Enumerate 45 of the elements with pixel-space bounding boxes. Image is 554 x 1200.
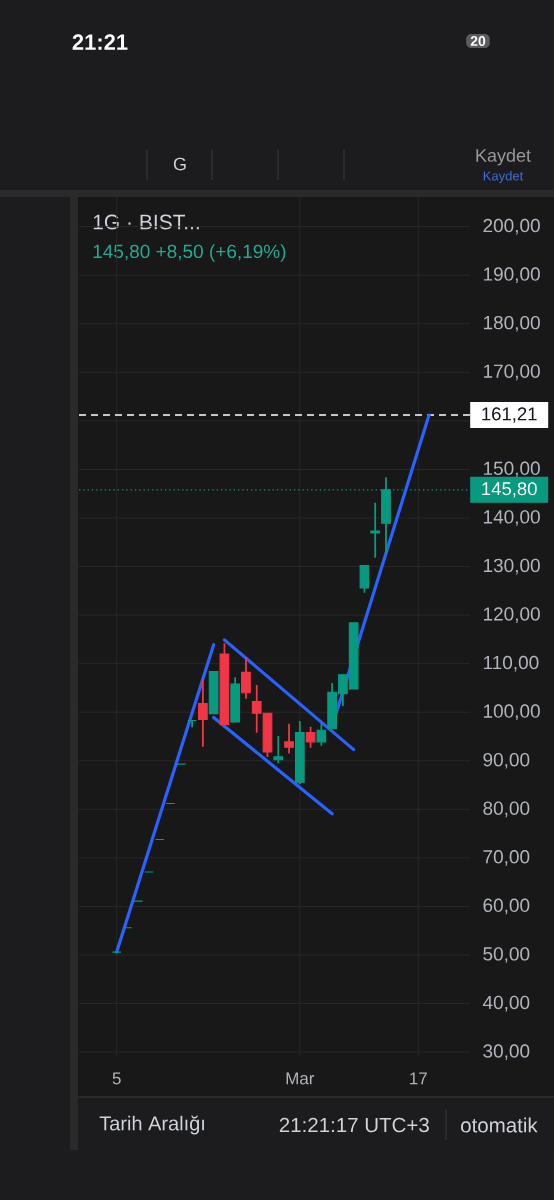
y-tick-label: 100,00 (483, 704, 540, 721)
y-tick-label: 40,00 (482, 995, 530, 1012)
candlestick (316, 723, 327, 746)
x-tick-label: 17 (410, 1072, 427, 1085)
y-tick-label: 70,00 (483, 850, 530, 866)
candlestick (359, 565, 370, 593)
candlestick (208, 670, 219, 715)
candlestick (230, 677, 241, 723)
y-tick-label: 170,00 (483, 364, 540, 381)
y-tick-label: 130,00 (483, 558, 540, 575)
x-tick-label: Mar (286, 1072, 315, 1085)
text: 145,80 +8,50 (+6,19%) (93, 244, 286, 262)
candlestick (273, 735, 284, 764)
text: 1G · BIST... (93, 214, 199, 230)
text: 21:21 (72, 34, 128, 50)
y-tick-label: 50,00 (483, 947, 530, 963)
text: Kaydet (483, 170, 524, 184)
ref-line-label: 161,21 (482, 407, 537, 423)
y-tick-label: 180,00 (483, 315, 540, 332)
y-tick-label: 150,00 (483, 461, 540, 478)
text: 21:21:17 UTC+3 (279, 1117, 429, 1133)
candlestick (284, 723, 294, 754)
ref-line-label: 145,80 (482, 482, 537, 498)
y-tick-label: 110,00 (483, 655, 539, 672)
text: otomatik (461, 1117, 538, 1133)
candlestick (305, 726, 316, 748)
candlestick (294, 720, 305, 785)
y-tick-label: 200,00 (483, 218, 540, 235)
y-tick-label: 120,00 (483, 607, 540, 623)
x-tick-label: 5 (112, 1072, 121, 1085)
text: 20 (470, 36, 486, 46)
text: Kaydet (476, 148, 531, 166)
candlestick (187, 719, 197, 728)
y-tick-label: 190,00 (483, 267, 540, 284)
y-tick-label: 80,00 (483, 801, 530, 818)
y-tick-label: 30,00 (483, 1044, 530, 1060)
y-tick-label: 140,00 (483, 510, 540, 526)
y-tick-label: 90,00 (483, 752, 530, 769)
text: Tarih Aralığı (99, 1115, 204, 1135)
y-tick-label: 60,00 (483, 898, 530, 915)
candlestick (241, 657, 251, 699)
candlestick (219, 643, 230, 725)
candlestick (198, 679, 208, 747)
candlestick (370, 502, 381, 558)
text: G (173, 157, 186, 171)
